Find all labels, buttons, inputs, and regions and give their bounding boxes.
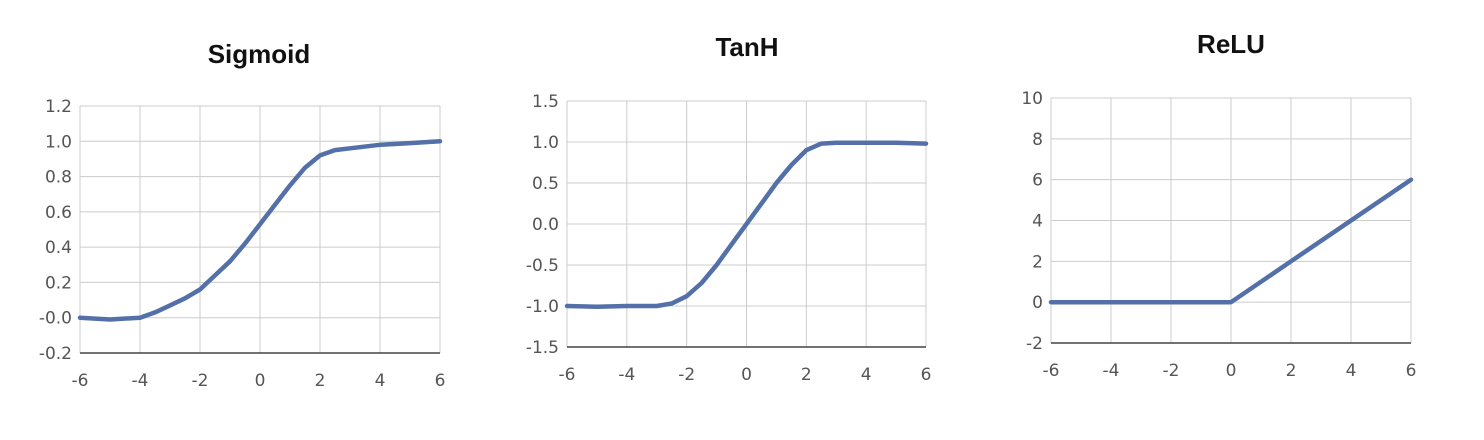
relu-chart-title: ReLU bbox=[1197, 29, 1265, 59]
sigmoid-y-tick-label: -0.0 bbox=[39, 309, 72, 329]
sigmoid-x-tick-label: 4 bbox=[375, 371, 386, 391]
relu-x-tick-label: 2 bbox=[1286, 361, 1297, 381]
relu-y-tick-label: 6 bbox=[1032, 171, 1043, 191]
tanh-y-tick-label: 1.0 bbox=[532, 133, 559, 153]
relu-y-tick-label: -2 bbox=[1026, 334, 1043, 354]
sigmoid-y-tick-label: 0.6 bbox=[45, 203, 72, 223]
relu-x-tick-label: -2 bbox=[1163, 361, 1180, 381]
sigmoid-y-tick-label: 0.8 bbox=[45, 168, 72, 188]
sigmoid-y-tick-label: 0.4 bbox=[45, 238, 72, 258]
sigmoid-x-tick-label: -4 bbox=[132, 371, 149, 391]
sigmoid-chart: Sigmoid -0.2 -0.0 0.2 0.4 0.6 0.8 1.0 1.2 -6 -4 -2 0… bbox=[39, 39, 446, 391]
tanh-y-tick-label: 0.0 bbox=[532, 215, 559, 235]
tanh-chart: TanH -1.5 -1.0 -0.5 0.0 0.5 1.0 1.5 -6 -4 -2 0 2 4 6 bbox=[526, 32, 932, 385]
relu-chart: ReLU -2 0 2 4 6 8 10 -6 -4 -2 0 2 4 6 bbox=[1021, 29, 1416, 381]
tanh-x-tick-label: -6 bbox=[559, 365, 576, 385]
tanh-x-tick-label: 4 bbox=[861, 365, 872, 385]
relu-y-tick-label: 8 bbox=[1032, 130, 1043, 150]
relu-y-tick-label: 0 bbox=[1032, 293, 1043, 313]
tanh-x-tick-label: 0 bbox=[741, 365, 752, 385]
relu-x-tick-label: 0 bbox=[1226, 361, 1237, 381]
tanh-y-tick-label: -1.5 bbox=[526, 338, 559, 358]
tanh-y-tick-label: 0.5 bbox=[532, 174, 559, 194]
sigmoid-chart-title: Sigmoid bbox=[208, 39, 311, 69]
sigmoid-series-line bbox=[77, 139, 443, 322]
tanh-x-tick-label: 6 bbox=[921, 365, 932, 385]
tanh-y-tick-label: 1.5 bbox=[532, 92, 559, 112]
relu-x-tick-label: -4 bbox=[1103, 361, 1120, 381]
tanh-x-tick-label: -4 bbox=[618, 365, 635, 385]
relu-x-tick-label: -6 bbox=[1043, 361, 1060, 381]
sigmoid-y-tick-label: 1.0 bbox=[45, 132, 72, 152]
sigmoid-x-tick-label: -2 bbox=[192, 371, 209, 391]
tanh-y-tick-label: -1.0 bbox=[526, 297, 559, 317]
relu-x-tick-label: 4 bbox=[1346, 361, 1357, 381]
sigmoid-y-tick-label: 0.2 bbox=[45, 273, 72, 293]
relu-series-line bbox=[1048, 177, 1414, 305]
sigmoid-x-tick-label: 6 bbox=[435, 371, 446, 391]
tanh-x-tick-label: 2 bbox=[801, 365, 812, 385]
relu-y-tick-label: 2 bbox=[1032, 252, 1043, 272]
sigmoid-x-tick-label: 0 bbox=[255, 371, 266, 391]
relu-y-tick-label: 4 bbox=[1032, 212, 1043, 232]
tanh-series-line bbox=[564, 140, 929, 310]
sigmoid-x-tick-label: -6 bbox=[72, 371, 89, 391]
relu-x-tick-label: 6 bbox=[1406, 361, 1417, 381]
tanh-chart-title: TanH bbox=[715, 32, 778, 62]
tanh-y-tick-label: -0.5 bbox=[526, 256, 559, 276]
sigmoid-y-tick-label: -0.2 bbox=[39, 344, 72, 364]
relu-y-tick-label: 10 bbox=[1021, 89, 1043, 109]
tanh-x-tick-label: -2 bbox=[678, 365, 695, 385]
sigmoid-x-tick-label: 2 bbox=[315, 371, 326, 391]
sigmoid-y-tick-label: 1.2 bbox=[45, 97, 72, 117]
